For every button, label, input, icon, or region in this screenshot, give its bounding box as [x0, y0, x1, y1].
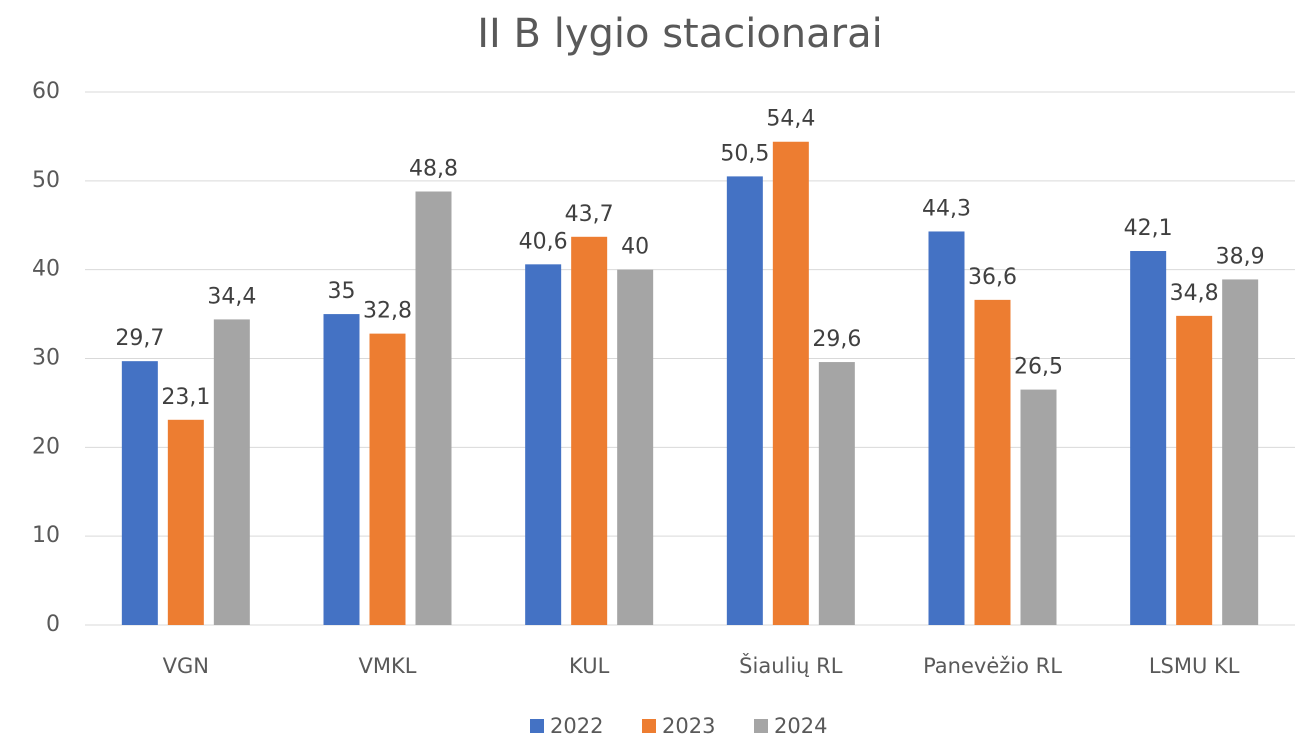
bar [726, 176, 763, 625]
data-label: 34,4 [207, 284, 256, 309]
data-label: 44,3 [922, 196, 971, 221]
bar [571, 236, 608, 625]
data-label: 29,7 [115, 326, 164, 351]
legend-label: 2023 [662, 714, 715, 738]
y-tick-label: 60 [32, 79, 60, 104]
data-label: 43,7 [565, 202, 614, 227]
data-label: 42,1 [1124, 216, 1173, 241]
data-label: 34,8 [1170, 281, 1219, 306]
data-label: 29,6 [812, 327, 861, 352]
data-label: 50,5 [720, 141, 769, 166]
y-tick-label: 0 [46, 612, 60, 637]
data-label: 35 [328, 279, 356, 304]
x-tick-label: KUL [569, 654, 610, 678]
data-label: 54,4 [766, 107, 815, 132]
bar [213, 319, 250, 625]
y-tick-label: 40 [32, 257, 60, 282]
bar [928, 231, 965, 626]
y-tick-label: 30 [32, 346, 60, 371]
bar [415, 191, 452, 625]
legend-swatch [754, 719, 768, 733]
bar [974, 299, 1011, 625]
y-tick-label: 50 [32, 168, 60, 193]
bar [772, 141, 809, 625]
x-tick-label: Panevėžio RL [923, 654, 1062, 678]
data-label: 26,5 [1014, 355, 1063, 380]
x-tick-label: LSMU KL [1149, 654, 1240, 678]
legend-swatch [642, 719, 656, 733]
data-label: 38,9 [1216, 244, 1265, 269]
bar [1130, 251, 1167, 626]
legend-label: 2022 [550, 714, 603, 738]
bar [525, 264, 562, 625]
data-label: 32,8 [363, 299, 412, 324]
bar [121, 361, 158, 625]
legend-swatch [530, 719, 544, 733]
y-tick-label: 10 [32, 523, 60, 548]
bar [1020, 389, 1057, 625]
x-tick-label: VMKL [359, 654, 417, 678]
data-label: 23,1 [161, 385, 210, 410]
bar [369, 333, 406, 625]
bar [617, 269, 654, 625]
chart-title: II B lygio stacionarai [477, 11, 883, 57]
bar [818, 362, 855, 625]
x-tick-label: VGN [163, 654, 209, 678]
y-tick-label: 20 [32, 434, 60, 459]
legend-label: 2024 [774, 714, 827, 738]
data-label: 36,6 [968, 265, 1017, 290]
data-label: 40,6 [519, 229, 568, 254]
bar [1176, 315, 1213, 625]
data-label: 40 [621, 235, 649, 260]
x-tick-label: Šiaulių RL [739, 653, 843, 678]
data-label: 48,8 [409, 156, 458, 181]
bar [1222, 279, 1259, 625]
bar [167, 419, 204, 625]
bar [323, 314, 360, 625]
